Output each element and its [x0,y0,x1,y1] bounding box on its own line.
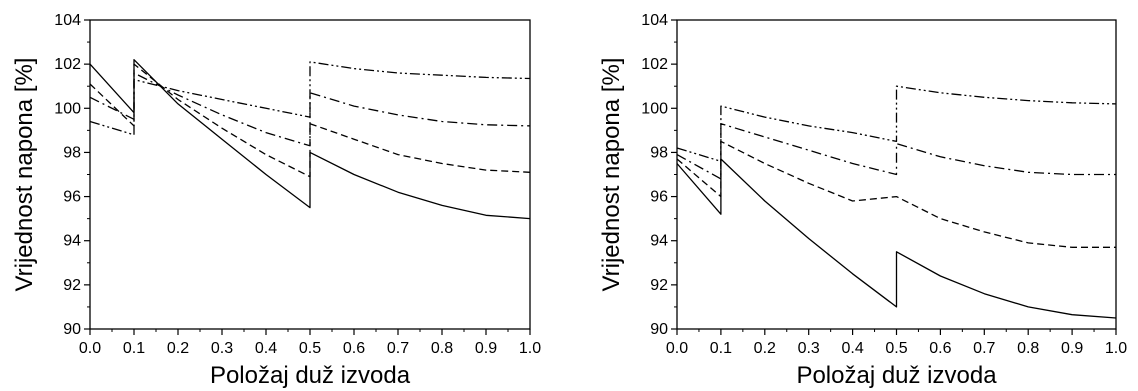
x-tick-label: 0.3 [798,340,820,357]
x-axis-title: Položaj duž izvoda [796,362,997,389]
y-tick-label: 98 [63,144,81,161]
x-tick-label: 0.6 [343,340,365,357]
y-tick-label: 96 [63,189,81,206]
x-tick-label: 0.1 [710,340,732,357]
x-tick-label: 0.5 [885,340,907,357]
y-axis-title: Vrijednost napona [%] [598,58,625,292]
x-tick-label: 0.9 [1061,340,1083,357]
series-line-solid [89,59,531,220]
x-tick-label: 0.1 [123,340,145,357]
x-tick-label: 1.0 [1105,340,1127,357]
x-tick-label: 0.2 [167,340,189,357]
y-tick-label: 98 [650,144,668,161]
y-tick-label: 102 [641,56,668,73]
x-tick-label: 0.4 [255,340,277,357]
x-tick-label: 0.8 [1017,340,1039,357]
x-tick-label: 0.2 [754,340,776,357]
y-tick-label: 92 [650,277,668,294]
x-tick-label: 0.9 [475,340,497,357]
y-tick-label: 90 [63,321,81,338]
y-tick-label: 100 [641,100,668,117]
x-tick-label: 1.0 [519,340,541,357]
series-line-dash-dot-dot [676,85,1117,162]
series-line-dash-dot [89,72,531,147]
series-line-dashed [676,140,1116,248]
x-tick-label: 0.6 [929,340,951,357]
x-tick-label: 0.5 [299,340,321,357]
y-tick-label: 104 [54,12,81,29]
y-tick-label: 100 [54,100,81,117]
y-tick-label: 102 [54,56,81,73]
y-tick-label: 92 [63,277,81,294]
chart-panel-2: 0.0 0.1 0.2 0.3 0.4 0.5 0.6 0.7 0.8 0.9 1.0 90 92 94 9… [598,12,1127,389]
x-tick-label: 0.4 [841,340,863,357]
x-tick-label: 0.3 [211,340,233,357]
series-line-solid [676,158,1117,319]
x-tick-label: 0.0 [79,340,101,357]
y-tick-label: 90 [650,321,668,338]
y-tick-label: 104 [641,12,668,29]
series-line-dash-dot-dot [89,61,531,136]
x-tick-label: 0.7 [973,340,995,357]
y-axis-title: Vrijednost napona [%] [11,58,38,292]
x-tick-label: 0.7 [387,340,409,357]
y-tick-label: 94 [650,233,668,250]
x-tick-label: 0.0 [666,340,688,357]
x-axis-title: Položaj duž izvoda [210,362,411,389]
y-tick-label: 96 [650,189,668,206]
series-line-dashed [89,63,531,178]
chart-panel-1: 0.0 0.1 0.2 0.3 0.4 0.5 0.6 0.7 0.8 0.9 1.0 90 92 94 9… [11,12,541,389]
x-tick-label: 0.8 [431,340,453,357]
y-tick-label: 94 [63,233,81,250]
